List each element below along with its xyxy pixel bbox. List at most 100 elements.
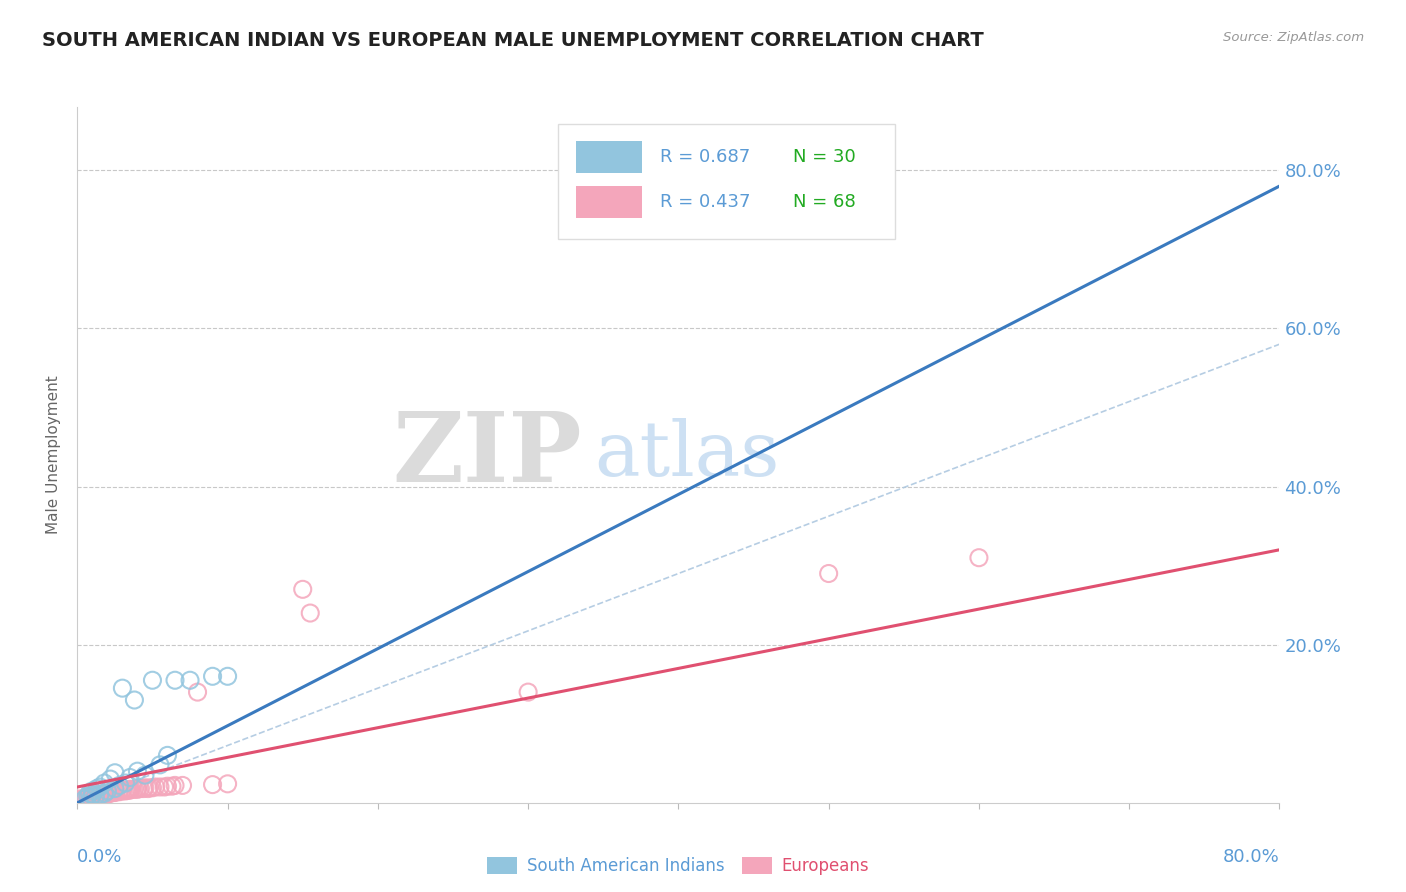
Point — [104, 781, 127, 796]
Text: R = 0.437: R = 0.437 — [661, 194, 751, 211]
Point — [201, 669, 224, 683]
Point — [138, 780, 160, 795]
Point — [96, 787, 118, 801]
Point — [201, 778, 224, 792]
Point — [118, 771, 141, 785]
Point — [76, 789, 98, 804]
Text: atlas: atlas — [595, 418, 779, 491]
Point — [83, 789, 105, 804]
Point — [91, 788, 114, 802]
FancyBboxPatch shape — [576, 186, 643, 219]
Point — [156, 779, 179, 793]
Point — [145, 780, 167, 794]
Point — [87, 788, 110, 802]
Legend: South American Indians, Europeans: South American Indians, Europeans — [481, 850, 876, 881]
Point — [124, 782, 146, 797]
Point — [100, 772, 122, 786]
Point — [76, 791, 98, 805]
Point — [84, 788, 107, 802]
Point — [90, 788, 112, 802]
Point — [111, 783, 134, 797]
Point — [217, 777, 239, 791]
Point — [163, 673, 186, 688]
Point — [108, 778, 131, 792]
Point — [118, 782, 141, 797]
Point — [141, 780, 163, 795]
Point — [82, 790, 104, 805]
FancyBboxPatch shape — [576, 141, 643, 173]
Point — [104, 785, 127, 799]
Point — [69, 792, 91, 806]
Point — [217, 669, 239, 683]
FancyBboxPatch shape — [558, 124, 894, 239]
Point — [967, 550, 990, 565]
Point — [84, 789, 107, 803]
Point — [73, 791, 96, 805]
Point — [117, 783, 139, 797]
Point — [89, 788, 111, 802]
Point — [111, 681, 134, 695]
Text: 80.0%: 80.0% — [1223, 848, 1279, 866]
Point — [79, 790, 101, 805]
Point — [84, 789, 107, 804]
Text: R = 0.687: R = 0.687 — [661, 148, 751, 166]
Point — [134, 768, 156, 782]
Point — [156, 748, 179, 763]
Point — [108, 784, 131, 798]
Point — [172, 778, 194, 792]
Point — [89, 787, 111, 801]
Point — [105, 785, 128, 799]
Point — [299, 606, 322, 620]
Point — [93, 786, 115, 800]
Point — [80, 790, 103, 805]
Point — [111, 784, 134, 798]
Point — [141, 673, 163, 688]
Point — [73, 792, 96, 806]
Point — [82, 789, 104, 804]
Text: 0.0%: 0.0% — [77, 848, 122, 866]
Point — [94, 787, 117, 801]
Y-axis label: Male Unemployment: Male Unemployment — [46, 376, 62, 534]
Point — [82, 789, 104, 803]
Point — [127, 764, 149, 779]
Point — [93, 786, 115, 800]
Point — [124, 693, 146, 707]
Point — [134, 780, 156, 795]
Point — [120, 782, 142, 797]
Point — [100, 786, 122, 800]
Point — [127, 782, 149, 797]
Point — [75, 792, 97, 806]
Point — [132, 781, 155, 796]
Text: SOUTH AMERICAN INDIAN VS EUROPEAN MALE UNEMPLOYMENT CORRELATION CHART: SOUTH AMERICAN INDIAN VS EUROPEAN MALE U… — [42, 31, 984, 50]
Point — [96, 786, 118, 800]
Text: N = 68: N = 68 — [793, 194, 855, 211]
Point — [72, 792, 94, 806]
Point — [187, 685, 209, 699]
Point — [115, 783, 138, 797]
Point — [96, 784, 118, 798]
Point — [149, 780, 172, 794]
Point — [103, 785, 125, 799]
Point — [118, 783, 141, 797]
Point — [80, 791, 103, 805]
Text: ZIP: ZIP — [392, 408, 582, 502]
Point — [93, 776, 115, 790]
Point — [82, 788, 104, 802]
Point — [817, 566, 839, 581]
Point — [149, 757, 172, 772]
Point — [153, 780, 176, 794]
Point — [136, 781, 159, 796]
Point — [163, 778, 186, 792]
Text: N = 30: N = 30 — [793, 148, 855, 166]
Point — [291, 582, 314, 597]
Point — [114, 776, 136, 790]
Point — [79, 789, 101, 804]
Point — [101, 785, 124, 799]
Point — [104, 785, 127, 799]
Point — [129, 781, 152, 796]
Point — [82, 784, 104, 798]
Text: Source: ZipAtlas.com: Source: ZipAtlas.com — [1223, 31, 1364, 45]
Point — [86, 781, 108, 796]
Point — [89, 780, 111, 794]
Point — [127, 781, 149, 796]
